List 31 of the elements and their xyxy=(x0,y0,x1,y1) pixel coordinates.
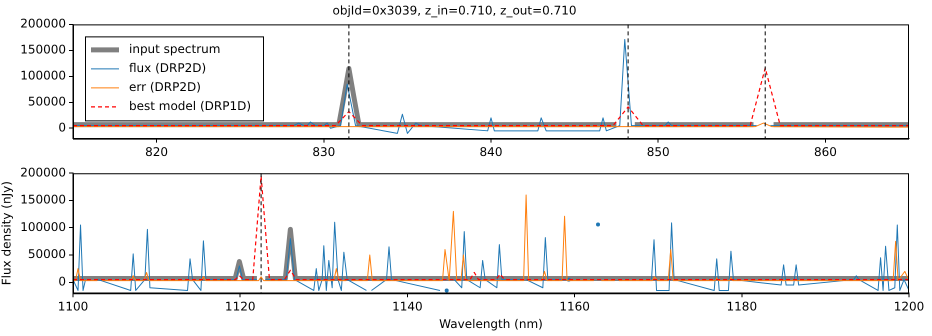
legend-label: input spectrum xyxy=(129,42,220,56)
y-tick-label: 50000 xyxy=(28,94,66,108)
legend-label: err (DRP2D) xyxy=(129,80,201,94)
x-tick-label: 1180 xyxy=(726,300,758,314)
x-tick-label: 840 xyxy=(480,144,502,159)
x-tick-label: 1200 xyxy=(894,300,924,314)
x-axis-title: Wavelength (nm) xyxy=(439,316,543,331)
x-tick-label: 820 xyxy=(145,144,168,159)
y-tick-label: 0 xyxy=(58,120,66,134)
chart-title: objId=0x3039, z_in=0.710, z_out=0.710 xyxy=(332,3,577,18)
y-axis-title: Flux density (nJy) xyxy=(0,181,14,286)
y-tick-label: 50000 xyxy=(28,247,66,262)
x-tick-label: 1160 xyxy=(559,300,590,314)
y-tick-label: 100000 xyxy=(20,220,66,234)
x-tick-label: 850 xyxy=(646,144,670,159)
x-tick-label: 1140 xyxy=(392,300,423,314)
y-tick-label: 150000 xyxy=(20,42,66,56)
y-tick-label: 0 xyxy=(58,274,66,288)
x-tick-label: 860 xyxy=(814,144,837,159)
legend-label: flux (DRP2D) xyxy=(129,61,206,76)
legend-label: best model (DRP1D) xyxy=(129,99,252,114)
y-tick-label: 150000 xyxy=(20,192,66,207)
y-tick-label: 200000 xyxy=(20,165,66,180)
x-tick-label: 830 xyxy=(312,144,336,159)
line-series xyxy=(73,175,909,280)
x-tick-label: 1120 xyxy=(224,300,256,314)
x-tick-label: 1100 xyxy=(58,300,88,314)
point xyxy=(596,222,600,226)
y-tick-label: 100000 xyxy=(20,68,66,82)
point xyxy=(444,288,449,292)
y-tick-label: 200000 xyxy=(20,16,66,31)
